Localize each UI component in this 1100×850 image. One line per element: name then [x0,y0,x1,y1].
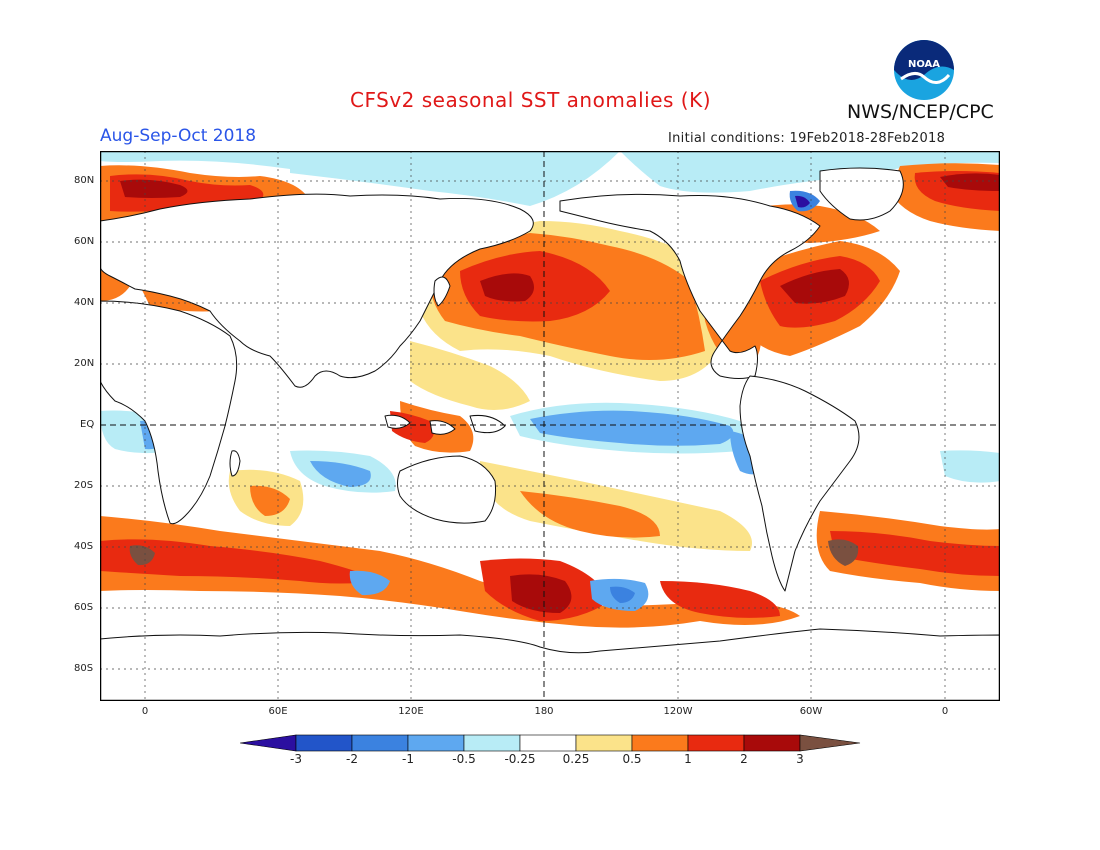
colorbar-label: -3 [290,752,302,766]
lat-label: 80S [74,663,94,674]
colorbar-swatch [295,734,353,752]
lat-label: 20S [74,480,94,491]
colorbar-low-arrow [240,734,297,752]
colorbar-label: 0.25 [562,752,590,766]
lon-label: 180 [534,706,554,717]
initial-conditions-label: Initial conditions: 19Feb2018-28Feb2018 [668,131,946,146]
lon-label: 120E [398,706,424,717]
colorbar-swatch [575,734,633,752]
lon-label: 0 [141,706,149,717]
colorbar-label: -0.25 [504,752,536,766]
lat-lon-grid [100,151,1000,701]
noaa-logo: NOAA [894,40,954,100]
noaa-logo-text: NOAA [908,59,940,70]
colorbar-label: 0.5 [622,752,642,766]
lon-label: 0 [941,706,949,717]
colorbar-label: -2 [346,752,358,766]
lat-label: EQ [80,419,95,430]
lon-label: 120W [663,706,693,717]
lat-label: 20N [74,358,95,369]
lat-label: 60S [74,602,94,613]
continents [100,167,1000,701]
lon-label: 60E [268,706,288,717]
lon-label: 60W [799,706,823,717]
lat-label: 40S [74,541,94,552]
colorbar-label: 3 [796,752,804,766]
map-frame [100,151,1000,701]
colorbar-swatch [519,734,577,752]
colorbar-label: -1 [402,752,414,766]
colorbar-swatch [743,734,801,752]
colorbar-label: -0.5 [452,752,476,766]
agency-label: NWS/NCEP/CPC [847,101,994,123]
colorbar-swatch [687,734,745,752]
colorbar-label: 1 [684,752,692,766]
lat-label: 60N [74,236,95,247]
colorbar-swatch [351,734,409,752]
equator-dateline [100,151,1000,701]
map-title: CFSv2 seasonal SST anomalies (K) [350,88,711,112]
lat-label: 40N [74,297,95,308]
colorbar-swatch [463,734,521,752]
colorbar-label: 2 [740,752,748,766]
colorbar-swatch [631,734,689,752]
colorbar [240,734,861,752]
season-label: Aug-Sep-Oct 2018 [100,126,257,146]
sst-anomaly-map [100,151,1000,701]
colorbar-swatch [407,734,465,752]
colorbar-high-arrow [799,734,861,752]
lat-label: 80N [74,175,95,186]
